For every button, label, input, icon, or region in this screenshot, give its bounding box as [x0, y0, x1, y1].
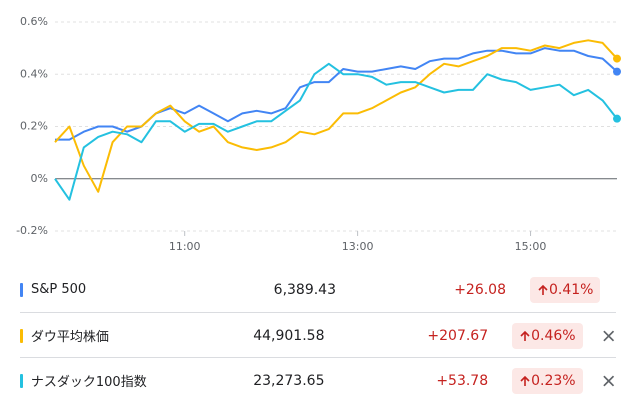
quote-row[interactable]: ダウ平均株価 44,901.58 +207.67 0.46% [20, 312, 616, 358]
change: +53.78 [436, 372, 489, 389]
series-indicator [20, 373, 23, 388]
quote-row[interactable]: S&P 500 6,389.43 +26.08 0.41% [20, 267, 616, 312]
remove-button[interactable] [601, 328, 616, 344]
price: 6,389.43 [273, 281, 336, 298]
chart: -0.2% 0% 0.2% 0.4% 0.6% 11:00 13:00 15:00 [16, 15, 621, 253]
series-name: ダウ平均株価 [30, 330, 109, 345]
change-pct: 0.46% [531, 327, 576, 344]
change: +26.08 [454, 281, 506, 298]
change: +207.67 [427, 327, 489, 344]
end-point [613, 67, 621, 76]
y-tick-label: 0.6% [20, 15, 48, 28]
y-tick-label: -0.2% [16, 224, 48, 237]
remove-button[interactable] [601, 373, 616, 389]
series-line [54, 39, 618, 193]
series-indicator [20, 282, 23, 297]
change-pct: 0.23% [531, 372, 576, 389]
series-line [54, 62, 618, 201]
change-pct-badge: 0.46% [512, 322, 583, 349]
series-name: S&P 500 [31, 282, 87, 297]
up-arrow [520, 375, 530, 386]
x-tick-label: 13:00 [342, 240, 374, 253]
end-point [613, 54, 621, 63]
y-tick-label: 0.4% [20, 67, 48, 80]
quote-row[interactable]: ナスダック100指数 23,273.65 +53.78 0.23% [20, 357, 616, 403]
end-point [613, 114, 621, 123]
change-pct-badge: 0.41% [530, 276, 601, 303]
change-pct: 0.41% [549, 281, 594, 298]
x-tick-label: 15:00 [515, 240, 547, 253]
series-indicator [20, 328, 23, 343]
up-arrow [538, 284, 548, 295]
up-arrow [520, 330, 530, 341]
change-pct-badge: 0.23% [512, 367, 583, 394]
y-tick-label: 0.2% [20, 120, 48, 133]
series-name: ナスダック100指数 [30, 375, 147, 390]
price: 23,273.65 [253, 372, 325, 389]
price: 44,901.58 [253, 327, 325, 344]
y-tick-label: 0% [31, 172, 48, 185]
x-tick-label: 11:00 [169, 240, 201, 253]
